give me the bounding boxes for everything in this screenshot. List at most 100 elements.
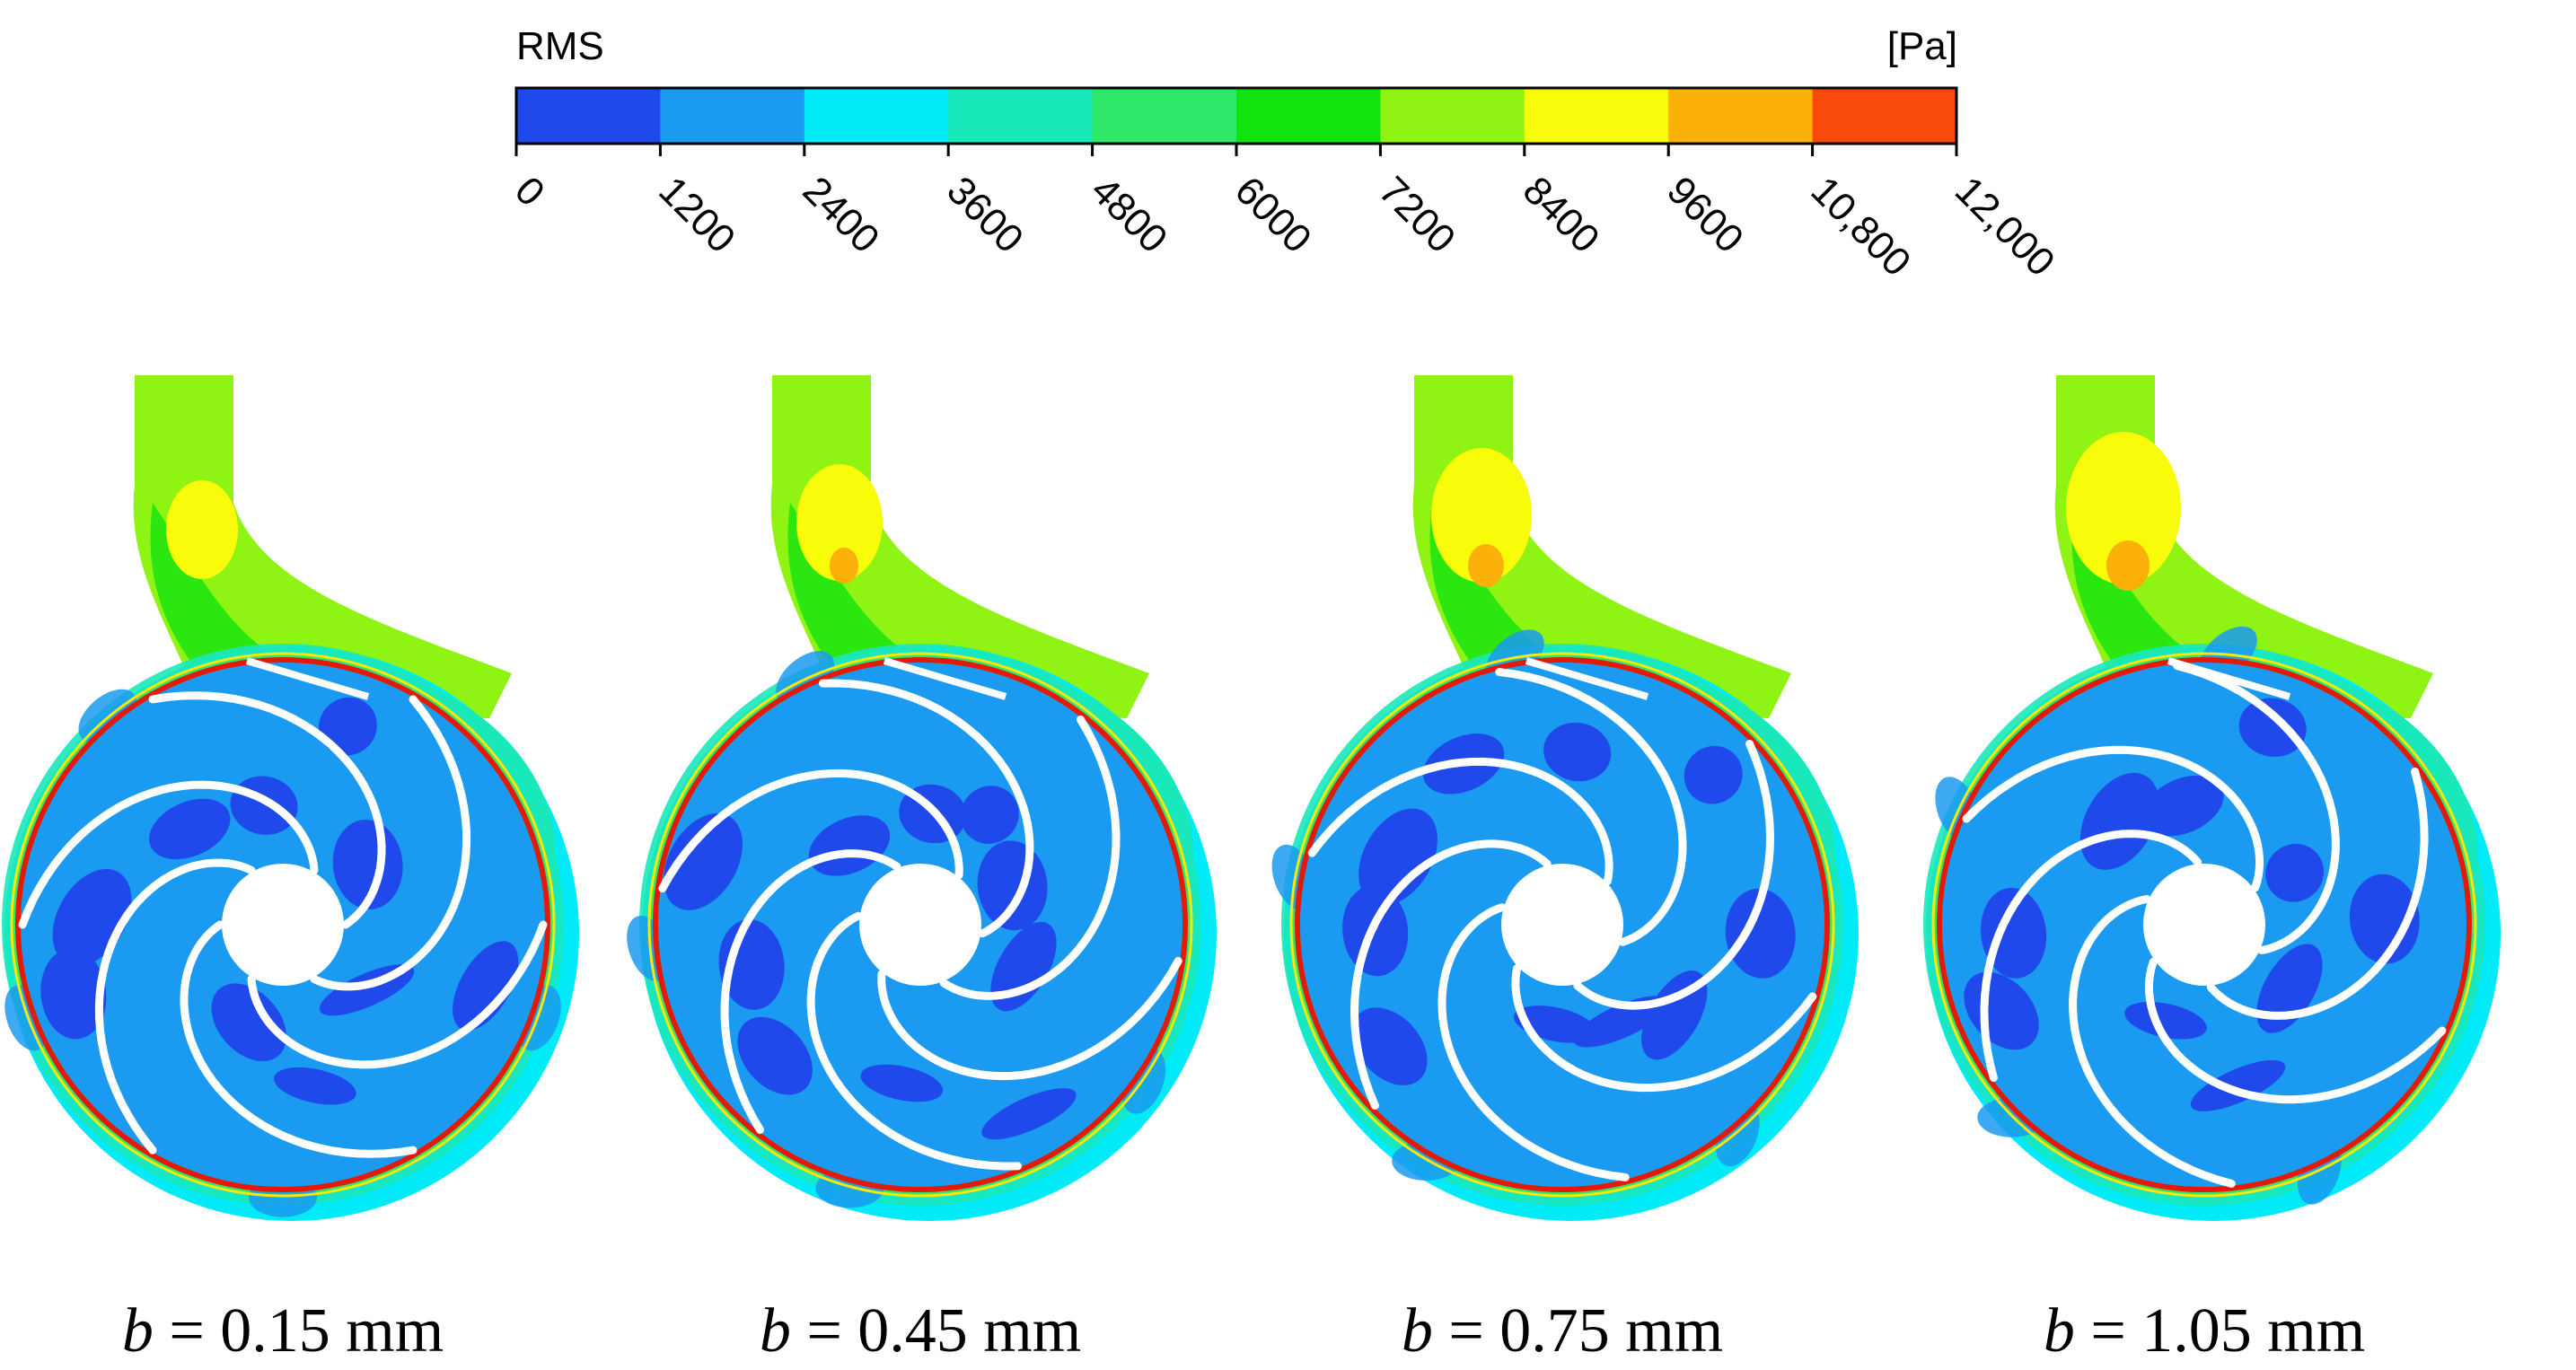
legend-tick-label: 9600 bbox=[1658, 168, 1752, 261]
impeller-blade bbox=[1307, 757, 1613, 885]
caption-variable: b bbox=[1402, 1296, 1433, 1366]
panel-caption: b = 0.15 mm bbox=[122, 1296, 444, 1366]
legend-bin bbox=[948, 88, 1094, 144]
impeller-blade bbox=[2206, 768, 2429, 1020]
contour-panel: b = 0.15 mm bbox=[2, 375, 579, 1366]
impeller-blade bbox=[720, 849, 901, 1134]
legend-tick-label: 8400 bbox=[1515, 168, 1608, 261]
legend-bin bbox=[1380, 88, 1525, 144]
legend-unit: [Pa] bbox=[1887, 24, 1957, 68]
contour-panel: b = 0.75 mm bbox=[1271, 375, 1859, 1366]
caption-variable: b bbox=[122, 1296, 154, 1366]
impeller-hub bbox=[1501, 864, 1623, 986]
impeller-low-region bbox=[981, 1088, 1077, 1140]
legend-title: RMS bbox=[516, 24, 604, 68]
rotor-stator-ring-outer bbox=[1931, 652, 2477, 1198]
pipe-peak-region bbox=[1468, 544, 1504, 587]
contour-panels: b = 0.15 mm b = 0.45 mm b = 0.75 mm b = 1.0… bbox=[2, 375, 2501, 1366]
pipe-hot-region bbox=[166, 480, 238, 579]
legend-tick-label: 1200 bbox=[650, 168, 743, 261]
legend-color-bins bbox=[514, 86, 1958, 145]
impeller-low-region bbox=[2349, 874, 2420, 964]
caption-value: = 0.45 mm bbox=[791, 1296, 1081, 1366]
volute-tongue bbox=[883, 657, 1007, 700]
impeller-blade bbox=[180, 920, 418, 1158]
legend-tick-label: 2400 bbox=[795, 168, 888, 261]
pipe-hot-region bbox=[2066, 432, 2181, 584]
pipe-hot-region bbox=[796, 464, 883, 581]
legend-tick-label: 7200 bbox=[1370, 168, 1464, 261]
impeller-low-region bbox=[1352, 1007, 1428, 1085]
rotor-stator-ring-outer bbox=[10, 652, 556, 1198]
volute-gradient-band bbox=[1281, 644, 1843, 1206]
impeller-blade bbox=[1980, 830, 2202, 1082]
impeller-blade bbox=[310, 695, 471, 991]
caption-variable: b bbox=[760, 1296, 791, 1366]
caption-value: = 0.15 mm bbox=[154, 1296, 444, 1366]
impeller-low-region bbox=[808, 815, 891, 876]
legend-bin bbox=[1524, 88, 1669, 144]
impeller-blade bbox=[94, 858, 256, 1155]
legend-tick-labels: 0 1200 2400 3600 4800 6000 7200 8400 9600 10,800 1… bbox=[506, 144, 2063, 285]
legend-tick-label: 10,800 bbox=[1803, 168, 1920, 285]
contour-panel: b = 0.45 mm bbox=[627, 375, 1217, 1366]
pipe-hot-region bbox=[1431, 448, 1532, 583]
legend-tick-label: 12,000 bbox=[1947, 168, 2063, 285]
pipe-peak-region bbox=[2106, 540, 2150, 591]
impeller-hub bbox=[222, 864, 344, 986]
rotor-stator-ring bbox=[15, 657, 550, 1192]
impeller-blade bbox=[2069, 895, 2236, 1188]
contour-panel: b = 1.05 mm bbox=[1923, 375, 2501, 1366]
caption-value: = 0.75 mm bbox=[1433, 1296, 1723, 1366]
legend-bin bbox=[1812, 88, 1957, 144]
rotor-stator-ring bbox=[1295, 657, 1830, 1192]
impeller-blade bbox=[1495, 668, 1687, 946]
impeller-low-region bbox=[737, 1016, 813, 1095]
volute-tongue bbox=[2167, 657, 2291, 700]
impeller-low-region bbox=[1725, 888, 1796, 979]
impeller-blade bbox=[18, 780, 319, 929]
impeller-blade bbox=[1573, 740, 1775, 1010]
panel-caption: b = 0.45 mm bbox=[760, 1296, 1081, 1366]
rotor-stator-ring bbox=[653, 657, 1188, 1192]
impeller-blade bbox=[939, 716, 1121, 1000]
impeller-low-region bbox=[2142, 775, 2224, 837]
impeller-low-region bbox=[2238, 698, 2307, 757]
legend-bin bbox=[1236, 88, 1381, 144]
volute-tongue bbox=[1525, 657, 1649, 700]
impeller-blade bbox=[1962, 745, 2264, 892]
impeller-low-region bbox=[990, 921, 1057, 1012]
impeller-blade bbox=[658, 768, 963, 893]
impeller-blade bbox=[806, 911, 1023, 1171]
impeller-low-region bbox=[453, 941, 519, 1031]
pipe-peak-region bbox=[830, 548, 858, 584]
rotor-stator-ring bbox=[1937, 657, 2472, 1192]
impeller-blade bbox=[1511, 964, 1817, 1093]
rotor-stator-ring-outer bbox=[1289, 652, 1835, 1198]
caption-variable: b bbox=[2044, 1296, 2075, 1366]
impeller-low-region bbox=[319, 697, 377, 756]
impeller-low-region bbox=[2265, 844, 2325, 902]
impeller-hub bbox=[859, 864, 981, 986]
color-legend: RMS [Pa] 0 1200 2400 3600 4800 6000 7200 8400 96… bbox=[506, 24, 2063, 285]
impeller-low-region bbox=[960, 786, 1019, 844]
legend-bin bbox=[1092, 88, 1237, 144]
impeller-low-region bbox=[211, 983, 286, 1062]
impeller-low-region bbox=[40, 948, 107, 1040]
impeller-low-region bbox=[1684, 745, 1743, 804]
impeller-low-region bbox=[1358, 808, 1437, 906]
volute-tongue bbox=[245, 657, 370, 700]
legend-bin bbox=[516, 88, 661, 144]
impeller-blade bbox=[247, 920, 548, 1069]
impeller-blade bbox=[2144, 957, 2447, 1104]
impeller-blade bbox=[1437, 903, 1630, 1181]
panel-caption: b = 0.75 mm bbox=[1402, 1296, 1723, 1366]
legend-tick-label: 3600 bbox=[938, 168, 1032, 261]
impeller-low-region bbox=[2256, 944, 2323, 1033]
panel-caption: b = 1.05 mm bbox=[2044, 1296, 2365, 1366]
impeller-blade bbox=[877, 956, 1182, 1081]
legend-tick-label: 0 bbox=[506, 168, 553, 215]
rotor-stator-ring-outer bbox=[647, 652, 1193, 1198]
caption-value: = 1.05 mm bbox=[2075, 1296, 2365, 1366]
